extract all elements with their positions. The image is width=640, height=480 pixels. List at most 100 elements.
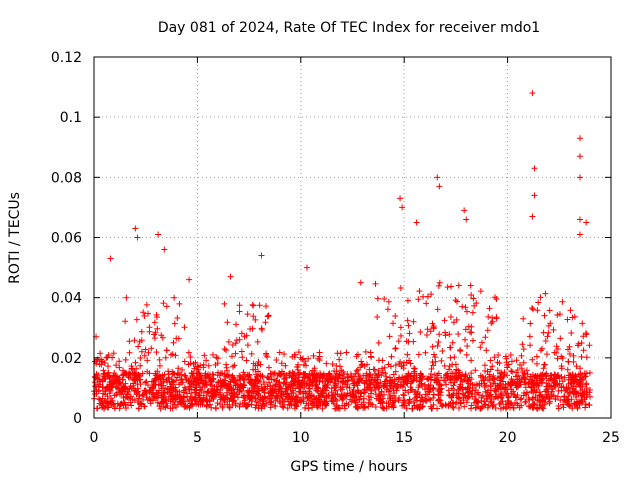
- data-point: [270, 382, 277, 389]
- data-point: [576, 399, 583, 406]
- data-point: [298, 382, 305, 389]
- data-point: [541, 361, 548, 368]
- data-point: [136, 400, 143, 407]
- data-point: [328, 395, 335, 402]
- data-point: [583, 219, 590, 226]
- data-point: [403, 373, 410, 380]
- data-point: [304, 264, 311, 271]
- data-point: [344, 377, 351, 384]
- data-point: [151, 335, 158, 342]
- data-point: [119, 376, 126, 383]
- data-point: [261, 394, 268, 401]
- data-point: [496, 401, 503, 408]
- data-point: [392, 383, 399, 390]
- data-point: [529, 396, 536, 403]
- data-point: [322, 399, 329, 406]
- data-point: [483, 347, 490, 354]
- data-point: [122, 405, 129, 412]
- data-point: [392, 362, 399, 369]
- data-point: [141, 352, 148, 359]
- data-point: [526, 333, 533, 340]
- data-point: [265, 313, 272, 320]
- data-point: [358, 390, 365, 397]
- data-point: [202, 373, 209, 380]
- data-point: [124, 390, 131, 397]
- data-point: [544, 333, 551, 340]
- data-point: [381, 296, 388, 303]
- data-point: [266, 395, 273, 402]
- data-point: [271, 387, 278, 394]
- data-point: [508, 358, 515, 365]
- data-point: [102, 398, 109, 405]
- y-tick-label: 0.04: [51, 291, 82, 307]
- data-point: [149, 397, 156, 404]
- data-point: [241, 392, 248, 399]
- data-point: [258, 403, 265, 410]
- data-point: [167, 393, 174, 400]
- data-point: [491, 354, 498, 361]
- data-point: [581, 370, 588, 377]
- data-point: [491, 387, 498, 394]
- data-point: [400, 391, 407, 398]
- data-point: [323, 360, 330, 367]
- data-point: [214, 379, 221, 386]
- data-point: [234, 394, 241, 401]
- data-point: [448, 393, 455, 400]
- data-point: [536, 392, 543, 399]
- data-point: [533, 404, 540, 411]
- data-point: [263, 399, 270, 406]
- data-point: [406, 330, 413, 337]
- data-point: [467, 329, 474, 336]
- data-point: [415, 296, 422, 303]
- data-point: [576, 174, 583, 181]
- data-point: [103, 385, 110, 392]
- data-point: [306, 385, 313, 392]
- data-point: [338, 367, 345, 374]
- data-point: [214, 400, 221, 407]
- data-point: [236, 302, 243, 309]
- data-point: [265, 364, 272, 371]
- data-point: [563, 384, 570, 391]
- data-point: [294, 394, 301, 401]
- data-point: [387, 395, 394, 402]
- data-point: [463, 399, 470, 406]
- data-point: [131, 397, 138, 404]
- data-point: [160, 300, 167, 307]
- data-point: [134, 385, 141, 392]
- data-point: [259, 400, 266, 407]
- data-point: [246, 372, 253, 379]
- data-point: [263, 352, 270, 359]
- data-point: [477, 288, 484, 295]
- data-point: [482, 368, 489, 375]
- data-point: [498, 392, 505, 399]
- data-point: [311, 365, 318, 372]
- data-point: [471, 399, 478, 406]
- data-point: [269, 370, 276, 377]
- data-point: [156, 362, 163, 369]
- data-point: [462, 304, 469, 311]
- data-point: [480, 376, 487, 383]
- data-point: [114, 373, 121, 380]
- data-point: [568, 374, 575, 381]
- data-point: [133, 389, 140, 396]
- data-point: [91, 379, 98, 386]
- data-point: [221, 300, 228, 307]
- data-point: [126, 338, 133, 345]
- data-point: [430, 324, 437, 331]
- data-point: [559, 378, 566, 385]
- data-point: [424, 326, 431, 333]
- data-point: [487, 383, 494, 390]
- data-point: [543, 351, 550, 358]
- data-point: [238, 348, 245, 355]
- data-point: [331, 378, 338, 385]
- data-point: [248, 384, 255, 391]
- data-point: [172, 352, 179, 359]
- data-point: [224, 319, 231, 326]
- data-point: [201, 383, 208, 390]
- data-point: [580, 333, 587, 340]
- data-point: [344, 390, 351, 397]
- data-point: [514, 402, 521, 409]
- data-point: [553, 374, 560, 381]
- x-tick-label: 20: [499, 430, 517, 446]
- x-tick-label: 5: [193, 430, 202, 446]
